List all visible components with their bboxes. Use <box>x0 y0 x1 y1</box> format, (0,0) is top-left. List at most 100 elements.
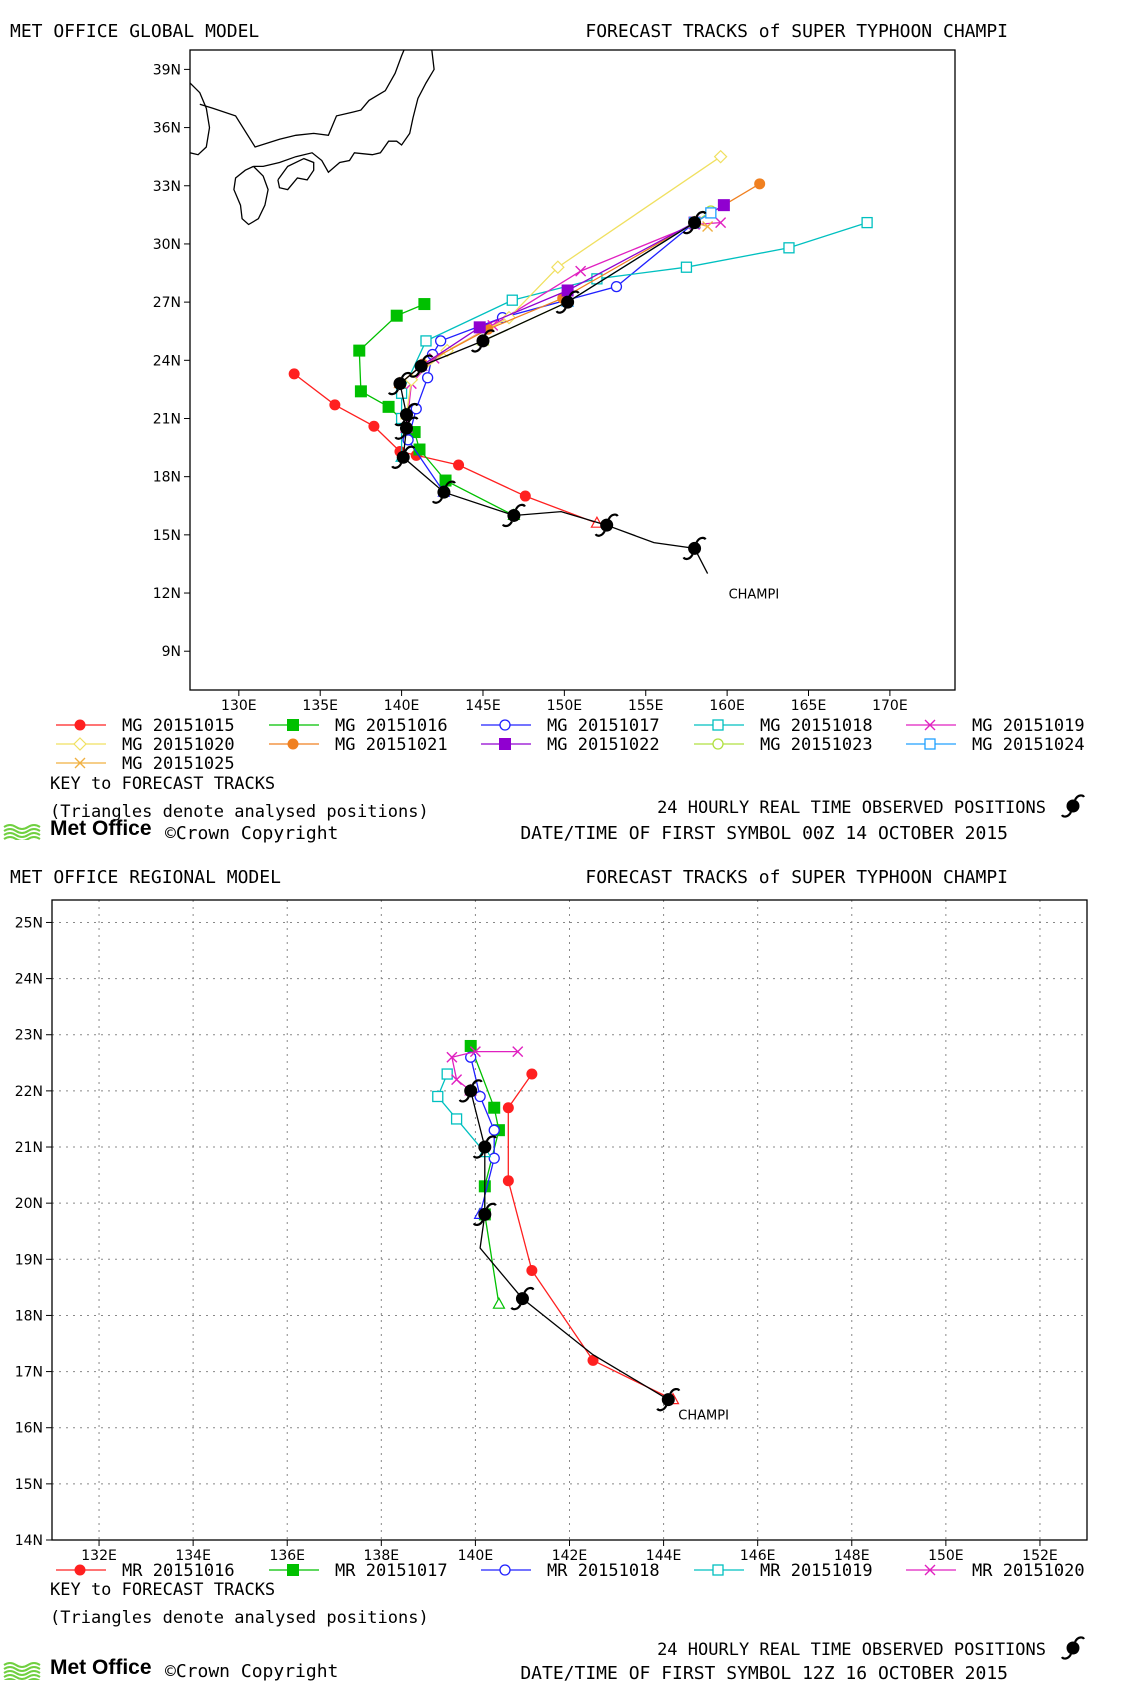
regional-series-1-point-4 <box>488 1101 501 1114</box>
global-legend-label-1: MG 20151016 <box>335 716 448 736</box>
global-series-5-point-3 <box>502 310 516 325</box>
regional-copyright: ©Crown Copyright <box>165 1661 339 1682</box>
global-y-tick-label-4: 21N <box>153 411 181 427</box>
regional-series-line-3 <box>437 1073 486 1154</box>
global-x-tick-label-6: 160E <box>709 698 745 714</box>
global-series-7-point-4 <box>717 199 730 212</box>
global-observed-symbol-11 <box>682 210 707 235</box>
global-series-2-point-5 <box>435 335 447 347</box>
global-observed-symbol-5 <box>394 416 419 440</box>
global-legend-marker-7 <box>481 738 531 750</box>
global-observed-symbol-10 <box>555 290 580 314</box>
regional-met-office-logo: Met Office <box>50 1656 152 1679</box>
regional-key-title: KEY to FORECAST TRACKS <box>50 1580 276 1600</box>
global-series-1-point-4 <box>382 400 395 413</box>
regional-series-4-point-3 <box>469 1046 481 1058</box>
regional-observed-note: 24 HOURLY REAL TIME OBSERVED POSITIONS <box>657 1640 1046 1660</box>
global-series-0-point-6 <box>329 399 341 411</box>
global-triangles-note: (Triangles denote analysed positions) <box>50 802 429 822</box>
global-legend-label-6: MG 20151021 <box>335 735 448 755</box>
global-x-tick-label-8: 170E <box>872 698 908 714</box>
global-series-5-point-4 <box>551 260 565 275</box>
global-model-title: MET OFFICE GLOBAL MODEL <box>10 21 260 42</box>
global-legend-marker-2 <box>481 719 531 731</box>
regional-legend-marker-3 <box>694 1564 744 1576</box>
global-legend-marker-4 <box>906 719 956 731</box>
global-x-tick-label-5: 155E <box>628 698 664 714</box>
global-observed-note: 24 HOURLY REAL TIME OBSERVED POSITIONS <box>657 798 1046 818</box>
global-series-2-point-7 <box>610 280 623 293</box>
regional-observed-icon <box>1061 1636 1085 1660</box>
regional-x-tick-label-1: 134E <box>175 1548 211 1564</box>
global-observed-symbol-0 <box>682 536 707 561</box>
global-series-4-point-6 <box>715 217 727 229</box>
regional-observed-track <box>470 1090 669 1401</box>
global-series-1-point-8 <box>418 298 431 311</box>
regional-x-tick-label-8: 148E <box>834 1548 870 1564</box>
global-series-1-point-7 <box>390 309 403 322</box>
regional-logo-waves-icon <box>3 1662 41 1680</box>
regional-legend-label-4: MR 20151020 <box>972 1561 1085 1581</box>
regional-legend-marker-1 <box>269 1564 319 1576</box>
regional-plot-area <box>432 1039 681 1412</box>
global-observed-symbol-8 <box>409 354 434 378</box>
global-chart: 130E 135E 140E 145E 150E 155E 160E 165E 170E 9N 12… <box>3 49 1085 840</box>
regional-series-0-point-1 <box>587 1354 599 1366</box>
global-legend-label-2: MG 20151017 <box>547 716 660 736</box>
regional-x-tick-label-2: 136E <box>269 1548 305 1564</box>
regional-series-3-point-1 <box>450 1113 463 1125</box>
global-logo-waves-icon <box>3 824 41 840</box>
regional-series-3-point-3 <box>441 1068 453 1080</box>
global-series-3-point-4 <box>506 294 518 306</box>
global-observed-symbol-2 <box>501 503 526 528</box>
global-y-tick-label-6: 27N <box>153 295 181 311</box>
regional-observed-symbol-3 <box>472 1135 497 1159</box>
global-first-symbol: DATE/TIME OF FIRST SYMBOL 00Z 14 OCTOBER… <box>520 823 1008 844</box>
regional-forecast-title: FORECAST TRACKS of SUPER TYPHOON CHAMPI <box>585 867 1008 888</box>
regional-legend-label-1: MR 20151017 <box>335 1561 448 1581</box>
global-y-tick-label-1: 12N <box>153 586 181 602</box>
regional-series-1-point-0 <box>492 1296 506 1309</box>
global-series-3-point-8 <box>861 216 873 229</box>
global-legend-marker-8 <box>694 738 744 750</box>
global-copyright: ©Crown Copyright <box>165 823 339 844</box>
regional-y-tick-label-0: 14N <box>15 1533 43 1549</box>
regional-series-2-point-3 <box>474 1090 486 1103</box>
regional-legend-marker-4 <box>906 1564 956 1576</box>
regional-x-tick-label-7: 146E <box>740 1548 776 1564</box>
regional-observed-symbol-0 <box>656 1388 681 1412</box>
global-observed-symbol-4 <box>391 445 416 469</box>
regional-x-tick-label-6: 144E <box>646 1548 682 1564</box>
global-y-tick-label-8: 33N <box>153 179 181 195</box>
regional-y-tick-label-1: 15N <box>15 1477 43 1493</box>
global-x-tick-label-0: 130E <box>221 698 257 714</box>
global-legend-label-4: MG 20151019 <box>972 716 1085 736</box>
global-series-1-point-5 <box>354 385 367 398</box>
global-key-title: KEY to FORECAST TRACKS <box>50 774 276 794</box>
regional-y-tick-label-2: 16N <box>15 1421 43 1437</box>
regional-legend-marker-2 <box>481 1564 531 1576</box>
regional-y-tick-label-9: 23N <box>15 1028 43 1044</box>
regional-y-tick-label-8: 22N <box>15 1084 43 1100</box>
global-observed-symbol-1 <box>594 513 619 537</box>
global-observed-symbol-3 <box>431 480 456 504</box>
global-y-tick-label-0: 9N <box>162 644 181 660</box>
global-y-tick-label-3: 18N <box>153 470 181 486</box>
regional-series-line-4 <box>451 1050 518 1092</box>
global-observed-symbol-7 <box>387 371 412 396</box>
regional-plot-frame <box>51 899 1088 1541</box>
global-legend-label-8: MG 20151023 <box>760 735 873 755</box>
global-x-tick-label-7: 165E <box>791 698 827 714</box>
global-observed-icon <box>1061 794 1085 818</box>
regional-series-0-point-3 <box>502 1175 514 1187</box>
global-legend-label-3: MG 20151018 <box>760 716 873 736</box>
global-met-office-logo: Met Office <box>50 817 152 840</box>
regional-y-tick-label-3: 17N <box>15 1365 43 1381</box>
global-legend-marker-5 <box>56 737 106 751</box>
regional-series-2-point-2 <box>488 1124 500 1136</box>
global-legend-label-7: MG 20151022 <box>547 735 660 755</box>
global-plot-frame <box>189 49 956 691</box>
global-legend-label-0: MG 20151015 <box>122 716 235 736</box>
global-x-tick-label-2: 140E <box>384 698 420 714</box>
regional-y-tick-label-10: 24N <box>15 972 43 988</box>
